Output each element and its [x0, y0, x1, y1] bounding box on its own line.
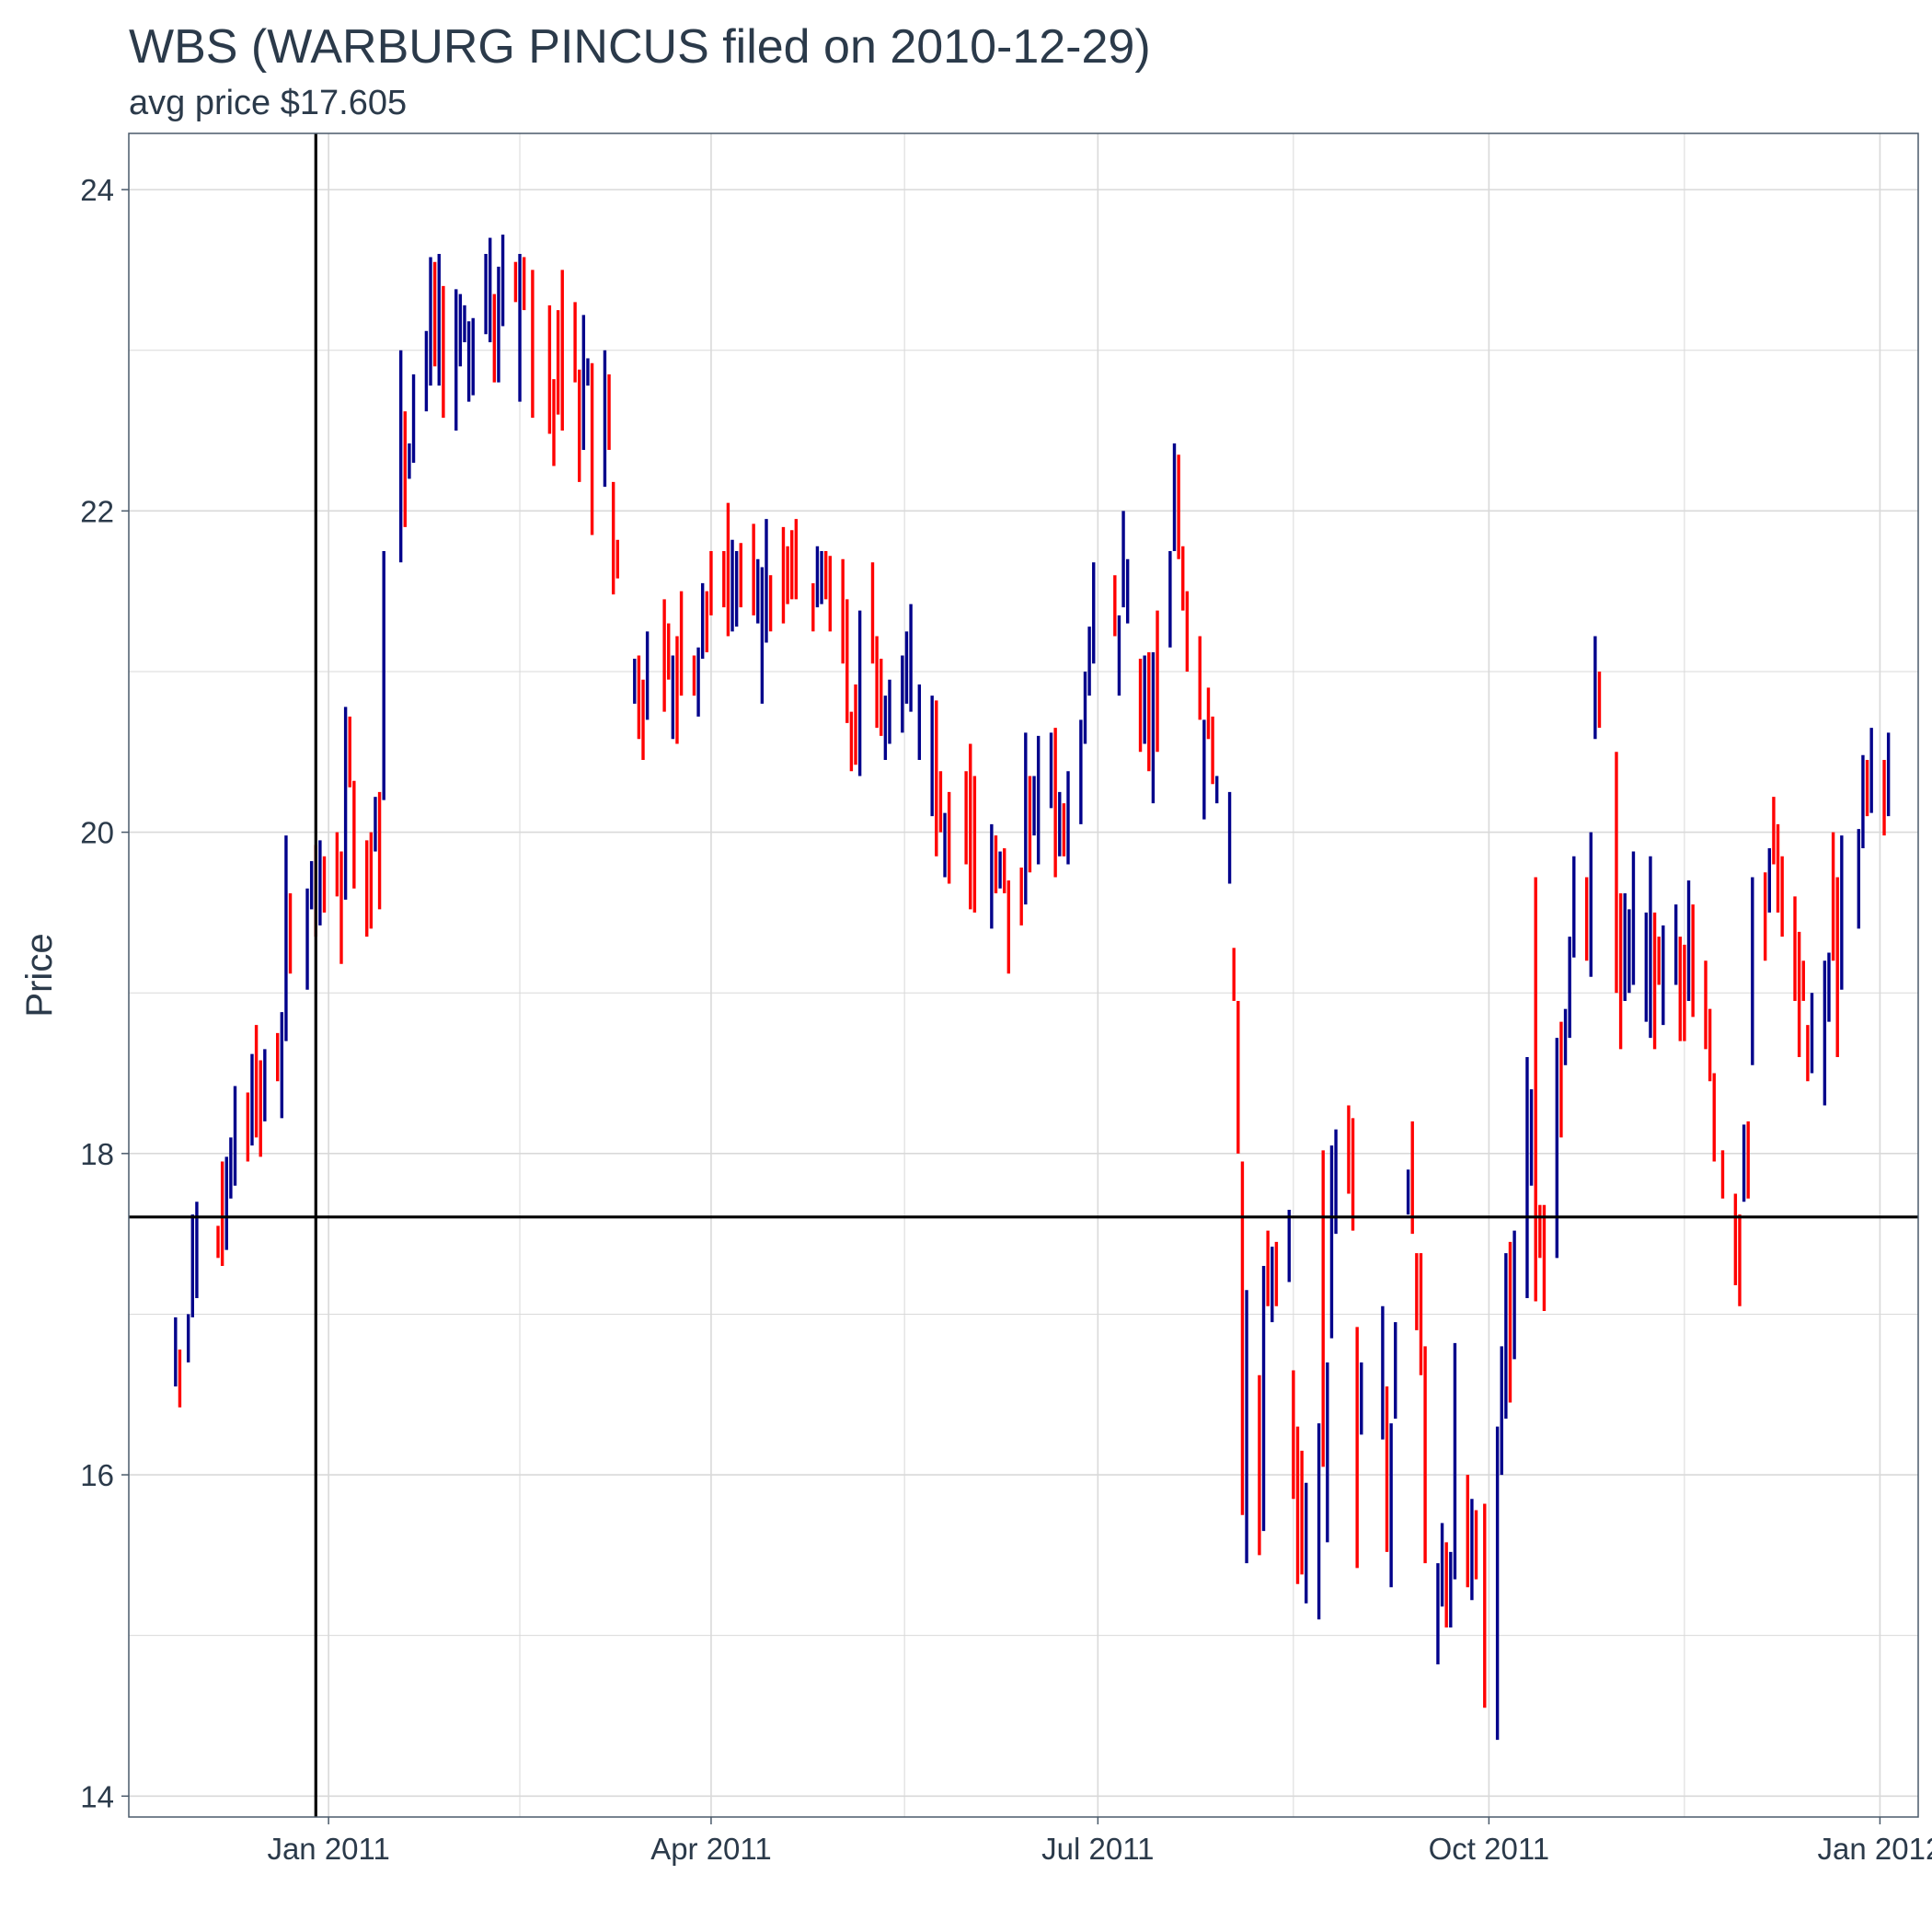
y-tick-label: 18	[80, 1137, 114, 1171]
y-tick-label: 22	[80, 494, 114, 528]
y-tick-label: 24	[80, 173, 114, 207]
y-tick-label: 20	[80, 816, 114, 850]
y-axis: 14 16 18 20 22 24	[80, 173, 129, 1813]
x-axis: Jan 2011 Apr 2011 Jul 2011 Oct 2011 Jan 2012	[267, 1817, 1932, 1866]
ohlc-bars	[174, 235, 1891, 1741]
chart-subtitle: avg price $17.605	[129, 84, 407, 122]
plot-panel-border	[128, 132, 1919, 1818]
gridlines	[129, 133, 1918, 1817]
x-tick-label: Jan 2012	[1818, 1832, 1932, 1866]
x-tick-label: Jan 2011	[267, 1832, 389, 1866]
y-axis-title: Price	[19, 933, 60, 1017]
x-tick-label: Jul 2011	[1041, 1832, 1154, 1866]
y-tick-label: 14	[80, 1779, 114, 1813]
x-tick-label: Oct 2011	[1429, 1832, 1549, 1866]
x-tick-label: Apr 2011	[650, 1832, 771, 1866]
reference-lines	[129, 133, 1918, 1817]
y-tick-label: 16	[80, 1458, 114, 1492]
chart-title: WBS (WARBURG PINCUS filed on 2010-12-29)	[129, 20, 1151, 74]
